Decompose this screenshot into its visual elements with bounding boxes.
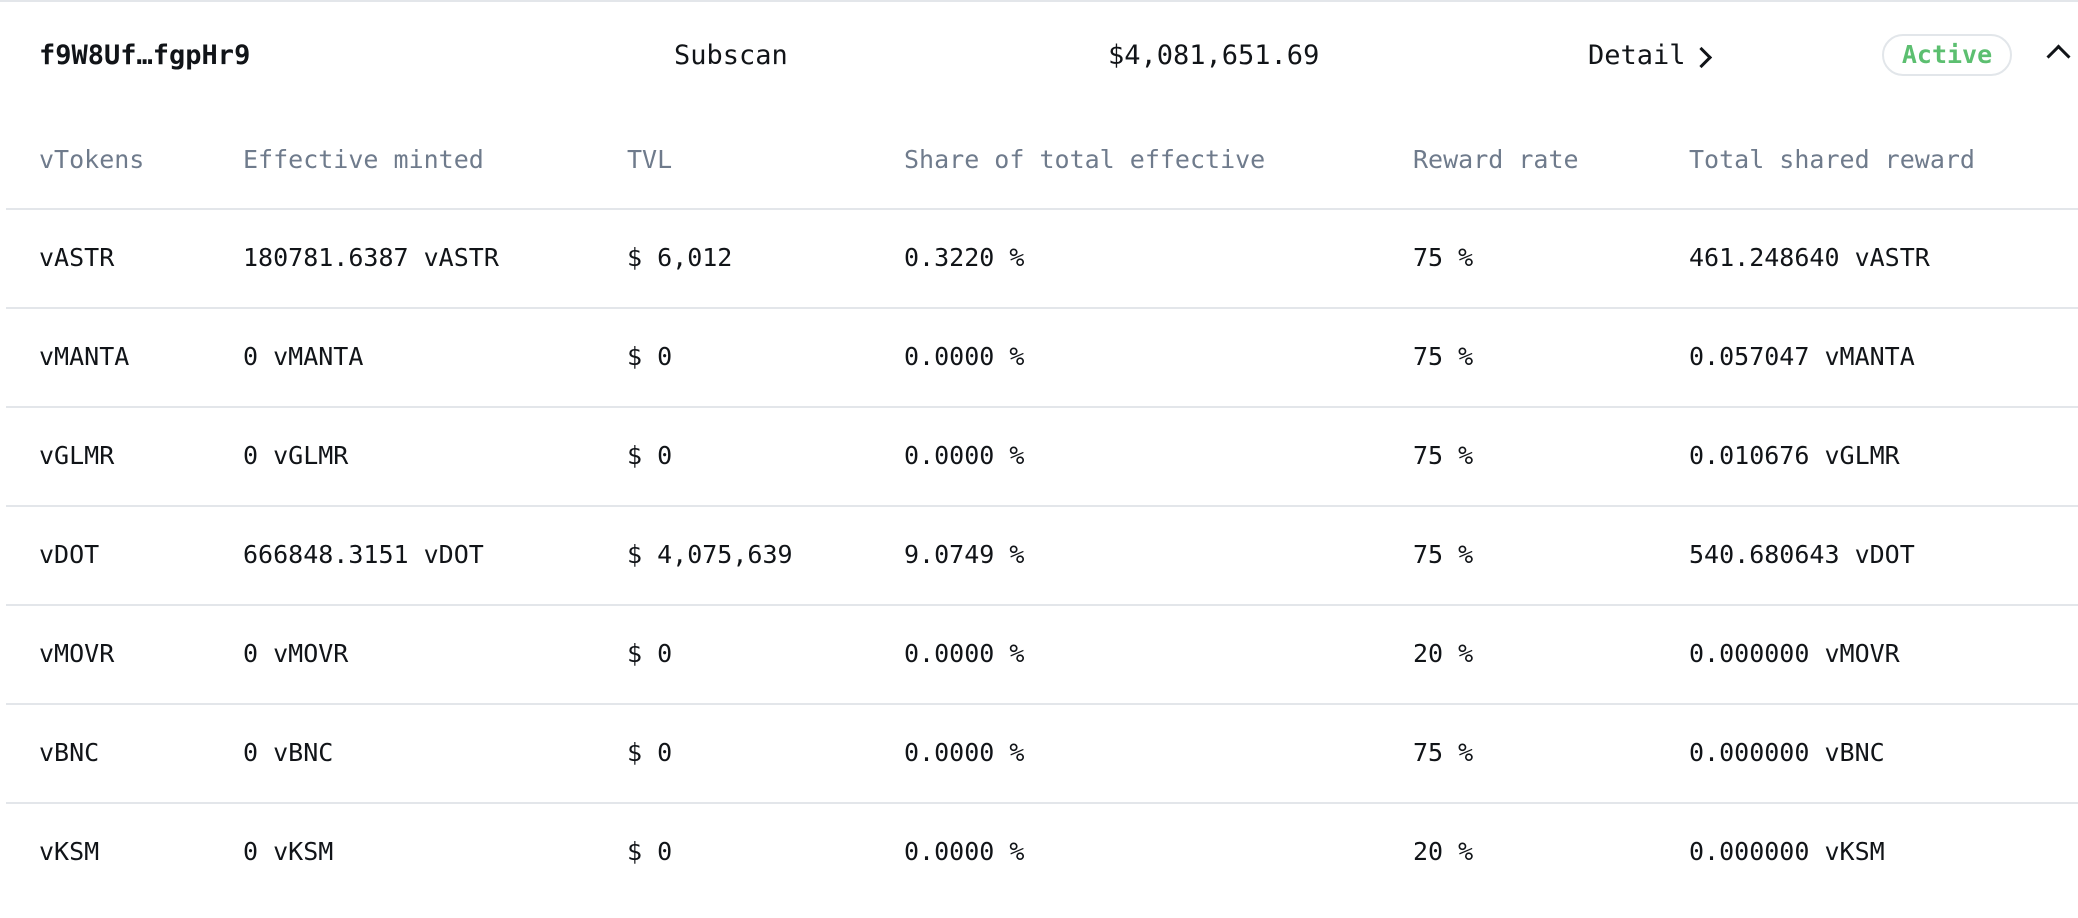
cell-share: 0.0000 % xyxy=(904,639,1025,668)
cell-reward: 0.000000 vMOVR xyxy=(1689,639,1900,668)
cell-rate: 75 % xyxy=(1413,342,1474,371)
cell-tvl: $ 0 xyxy=(627,738,673,767)
cell-minted: 0 vMOVR xyxy=(243,639,349,668)
cell-reward: 0.010676 vGLMR xyxy=(1689,441,1900,470)
cell-token: vMANTA xyxy=(39,342,130,371)
cell-minted: 666848.3151 vDOT xyxy=(243,540,484,569)
cell-token: vASTR xyxy=(39,243,115,272)
cell-rate: 20 % xyxy=(1413,837,1474,866)
cell-reward: 540.680643 vDOT xyxy=(1689,540,1915,569)
cell-tvl: $ 6,012 xyxy=(627,243,733,272)
header-effective-minted: Effective minted xyxy=(243,145,484,174)
address-label: f9W8Uf…fgpHr9 xyxy=(39,40,251,71)
cell-reward: 461.248640 vASTR xyxy=(1689,243,1930,272)
chevron-up-icon[interactable] xyxy=(2046,44,2071,69)
table-row: vMANTA 0 vMANTA $ 0 0.0000 % 75 % 0.0570… xyxy=(6,309,2078,408)
cell-share: 9.0749 % xyxy=(904,540,1025,569)
detail-label: Detail xyxy=(1588,40,1686,71)
cell-rate: 75 % xyxy=(1413,243,1474,272)
cell-token: vDOT xyxy=(39,540,100,569)
cell-minted: 0 vMANTA xyxy=(243,342,364,371)
cell-reward: 0.000000 vBNC xyxy=(1689,738,1885,767)
header-vtokens: vTokens xyxy=(39,145,145,174)
table-row: vBNC 0 vBNC $ 0 0.0000 % 75 % 0.000000 v… xyxy=(6,705,2078,804)
table-row: vGLMR 0 vGLMR $ 0 0.0000 % 75 % 0.010676… xyxy=(6,408,2078,507)
table-header: vTokens Effective minted TVL Share of to… xyxy=(6,112,2078,210)
table-row: vASTR 180781.6387 vASTR $ 6,012 0.3220 %… xyxy=(6,210,2078,309)
cell-reward: 0.057047 vMANTA xyxy=(1689,342,1915,371)
cell-share: 0.0000 % xyxy=(904,837,1025,866)
cell-tvl: $ 0 xyxy=(627,441,673,470)
summary-row: f9W8Uf…fgpHr9 Subscan $4,081,651.69 Deta… xyxy=(0,0,2078,112)
cell-rate: 20 % xyxy=(1413,639,1474,668)
vtokens-table: vTokens Effective minted TVL Share of to… xyxy=(6,112,2078,901)
cell-rate: 75 % xyxy=(1413,540,1474,569)
cell-tvl: $ 0 xyxy=(627,342,673,371)
subscan-link[interactable]: Subscan xyxy=(674,40,788,71)
cell-rate: 75 % xyxy=(1413,738,1474,767)
table-row: vMOVR 0 vMOVR $ 0 0.0000 % 20 % 0.000000… xyxy=(6,606,2078,705)
cell-share: 0.3220 % xyxy=(904,243,1025,272)
cell-share: 0.0000 % xyxy=(904,738,1025,767)
cell-share: 0.0000 % xyxy=(904,441,1025,470)
cell-token: vMOVR xyxy=(39,639,115,668)
detail-link[interactable]: Detail xyxy=(1588,38,1712,74)
header-total-shared-reward: Total shared reward xyxy=(1689,145,1975,174)
cell-tvl: $ 0 xyxy=(627,837,673,866)
status-badge: Active xyxy=(1882,34,2012,76)
header-share: Share of total effective xyxy=(904,145,1266,174)
chevron-right-icon xyxy=(1690,46,1712,68)
cell-token: vKSM xyxy=(39,837,100,866)
cell-share: 0.0000 % xyxy=(904,342,1025,371)
cell-tvl: $ 4,075,639 xyxy=(627,540,793,569)
table-row: vKSM 0 vKSM $ 0 0.0000 % 20 % 0.000000 v… xyxy=(6,804,2078,901)
cell-token: vGLMR xyxy=(39,441,115,470)
cell-minted: 0 vKSM xyxy=(243,837,334,866)
cell-tvl: $ 0 xyxy=(627,639,673,668)
total-value: $4,081,651.69 xyxy=(1108,40,1320,71)
cell-minted: 180781.6387 vASTR xyxy=(243,243,499,272)
cell-minted: 0 vBNC xyxy=(243,738,334,767)
cell-token: vBNC xyxy=(39,738,100,767)
header-tvl: TVL xyxy=(627,145,673,174)
top-divider xyxy=(0,0,2078,2)
cell-reward: 0.000000 vKSM xyxy=(1689,837,1885,866)
cell-minted: 0 vGLMR xyxy=(243,441,349,470)
cell-rate: 75 % xyxy=(1413,441,1474,470)
table-row: vDOT 666848.3151 vDOT $ 4,075,639 9.0749… xyxy=(6,507,2078,606)
header-reward-rate: Reward rate xyxy=(1413,145,1579,174)
